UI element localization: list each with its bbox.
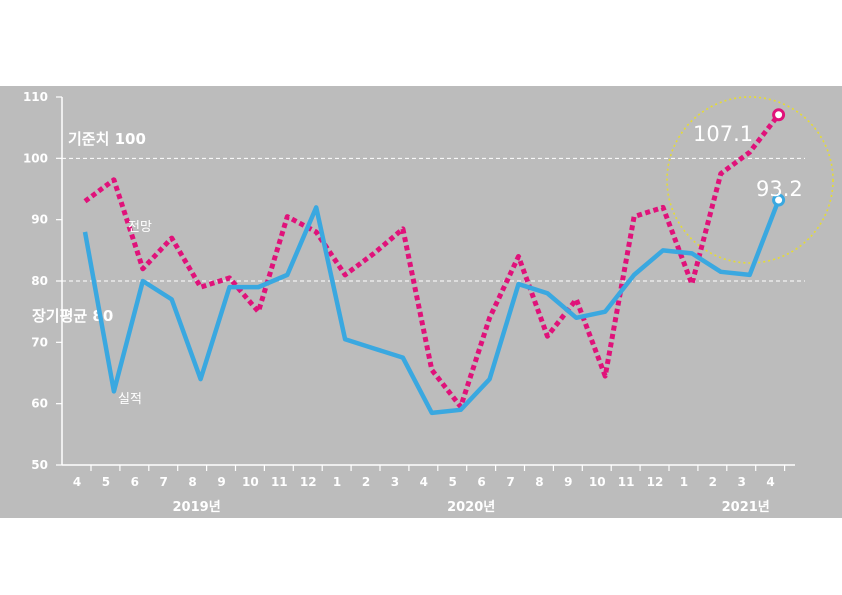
year-label: 2020년 — [447, 500, 495, 515]
series-line-actual — [82, 199, 781, 416]
x-tick-label: 3 — [738, 475, 746, 489]
x-tick-label: 5 — [102, 475, 110, 489]
ref-label-baseline: 기준치 100 — [68, 130, 146, 148]
highlight-circle — [666, 96, 834, 264]
series-label-actual: 실적 — [118, 392, 142, 407]
x-tick-label: 11 — [618, 475, 635, 489]
y-tick-label: 110 — [23, 90, 48, 104]
y-tick-label: 80 — [31, 274, 48, 288]
x-tick-label: 2 — [362, 475, 370, 489]
ref-label-longterm-avg: 장기평균 80 — [32, 307, 113, 325]
x-tick-label: 7 — [506, 475, 514, 489]
x-tick-label: 4 — [73, 475, 81, 489]
value-label-forecast-last: 107.1 — [693, 122, 753, 146]
plot-background — [0, 86, 842, 518]
x-tick-label: 6 — [131, 475, 139, 489]
y-tick-label: 50 — [31, 458, 48, 472]
x-tick-label: 1 — [333, 475, 341, 489]
x-tick-label: 10 — [242, 475, 259, 489]
y-tick-label: 60 — [31, 397, 48, 411]
y-tick-label: 70 — [31, 335, 48, 349]
series-endpoint-forecast — [772, 108, 786, 122]
x-tick-label: 8 — [188, 475, 196, 489]
x-tick-label: 1 — [680, 475, 688, 489]
y-tick-label: 100 — [23, 151, 48, 165]
x-tick-label: 6 — [477, 475, 485, 489]
x-tick-label: 9 — [564, 475, 572, 489]
value-label-actual-last: 93.2 — [756, 177, 803, 201]
year-label: 2021년 — [722, 500, 770, 515]
x-tick-label: 8 — [535, 475, 543, 489]
series-label-forecast: 전망 — [128, 220, 152, 235]
x-tick-label: 3 — [391, 475, 399, 489]
year-label: 2019년 — [173, 500, 221, 515]
x-tick-label: 2 — [709, 475, 717, 489]
series-line-forecast — [83, 113, 781, 410]
x-tick-label: 12 — [647, 475, 664, 489]
x-tick-label: 4 — [420, 475, 428, 489]
x-tick-label: 10 — [589, 475, 606, 489]
y-tick-label: 90 — [31, 213, 48, 227]
x-tick-label: 12 — [300, 475, 317, 489]
x-tick-label: 5 — [449, 475, 457, 489]
x-tick-label: 7 — [160, 475, 168, 489]
x-tick-label: 9 — [217, 475, 225, 489]
x-tick-label: 4 — [766, 475, 774, 489]
x-tick-label: 11 — [271, 475, 288, 489]
series-endpoint-actual — [772, 193, 786, 207]
